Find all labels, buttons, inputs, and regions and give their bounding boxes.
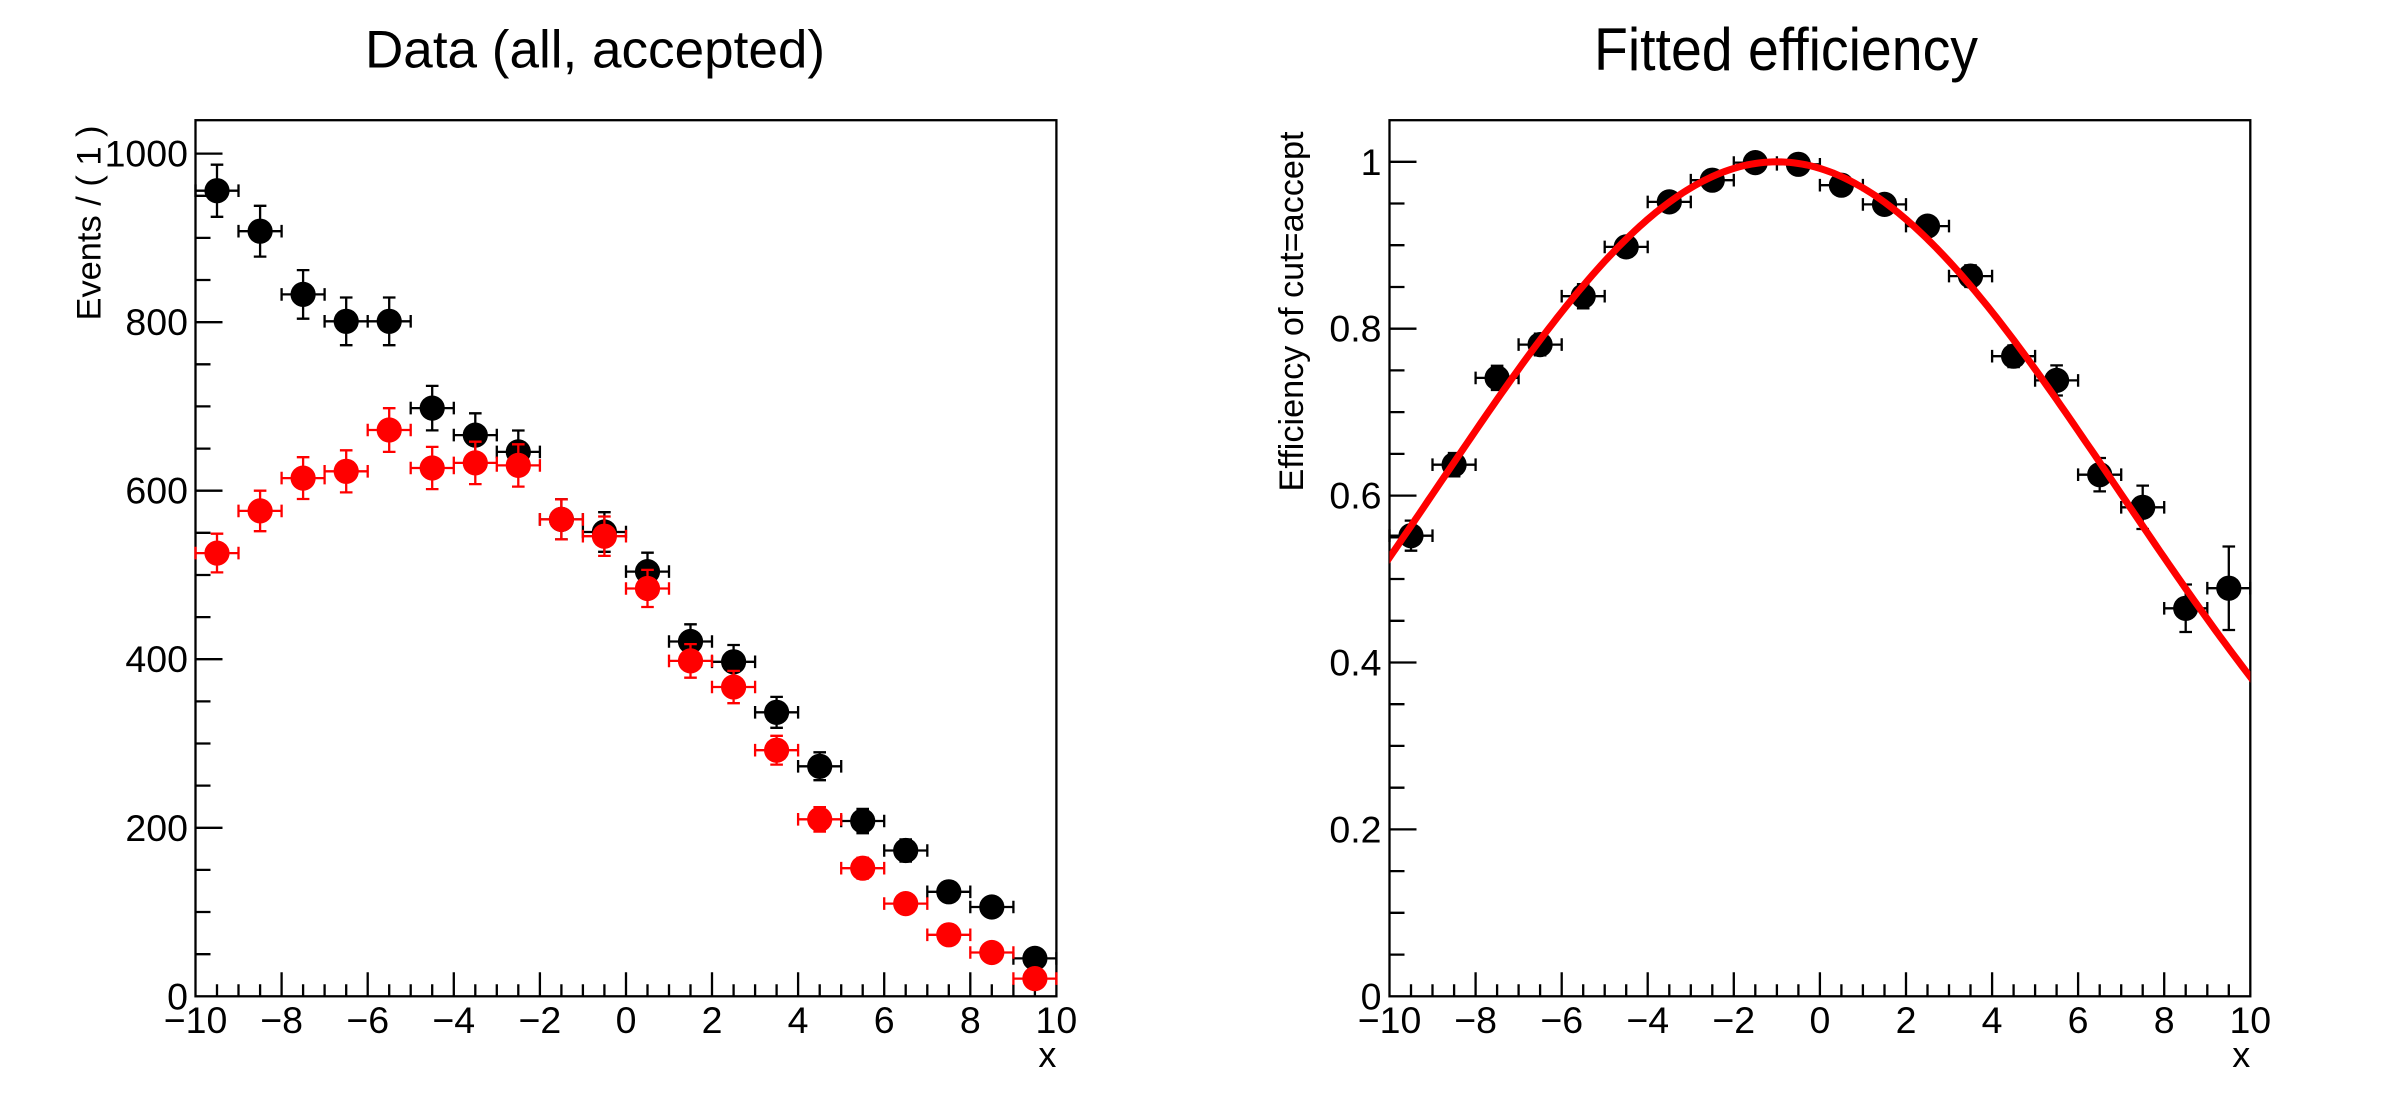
svg-text:10: 10	[2229, 999, 2271, 1041]
svg-text:x: x	[1038, 1034, 1056, 1075]
svg-text:−6: −6	[346, 999, 389, 1041]
svg-text:600: 600	[125, 470, 188, 512]
svg-text:0: 0	[1809, 999, 1830, 1041]
svg-text:−6: −6	[1540, 999, 1583, 1041]
svg-text:0.6: 0.6	[1329, 475, 1381, 517]
svg-text:−2: −2	[1712, 999, 1755, 1041]
svg-text:800: 800	[125, 301, 188, 343]
svg-text:−8: −8	[260, 999, 303, 1041]
svg-text:4: 4	[788, 999, 809, 1041]
svg-text:Events / ( 1 ): Events / ( 1 )	[71, 126, 109, 321]
svg-text:6: 6	[874, 999, 895, 1041]
svg-text:8: 8	[2154, 999, 2175, 1041]
svg-text:Efficiency of cut=accept: Efficiency of cut=accept	[1273, 131, 1311, 492]
svg-text:−8: −8	[1454, 999, 1497, 1041]
svg-text:1: 1	[1361, 141, 1382, 183]
svg-text:−10: −10	[1358, 999, 1422, 1041]
svg-text:x: x	[2232, 1034, 2250, 1075]
svg-text:0: 0	[167, 975, 188, 1017]
svg-text:200: 200	[125, 807, 188, 849]
svg-text:0: 0	[616, 999, 637, 1041]
svg-text:−10: −10	[164, 999, 228, 1041]
svg-text:Data (all, accepted): Data (all, accepted)	[365, 21, 825, 80]
svg-text:−4: −4	[432, 999, 475, 1041]
svg-text:−4: −4	[1626, 999, 1669, 1041]
svg-text:400: 400	[125, 638, 188, 680]
svg-text:0: 0	[1361, 975, 1382, 1017]
svg-text:0.8: 0.8	[1329, 308, 1381, 350]
svg-text:10: 10	[1036, 999, 1078, 1041]
svg-text:1000: 1000	[105, 133, 188, 175]
svg-text:8: 8	[960, 999, 981, 1041]
svg-text:6: 6	[2068, 999, 2089, 1041]
svg-text:−2: −2	[519, 999, 562, 1041]
svg-text:Fitted efficiency: Fitted efficiency	[1594, 16, 1978, 83]
svg-text:2: 2	[702, 999, 723, 1041]
svg-text:2: 2	[1896, 999, 1917, 1041]
svg-text:4: 4	[1982, 999, 2003, 1041]
svg-text:0.4: 0.4	[1329, 642, 1381, 684]
svg-text:0.2: 0.2	[1329, 808, 1381, 850]
